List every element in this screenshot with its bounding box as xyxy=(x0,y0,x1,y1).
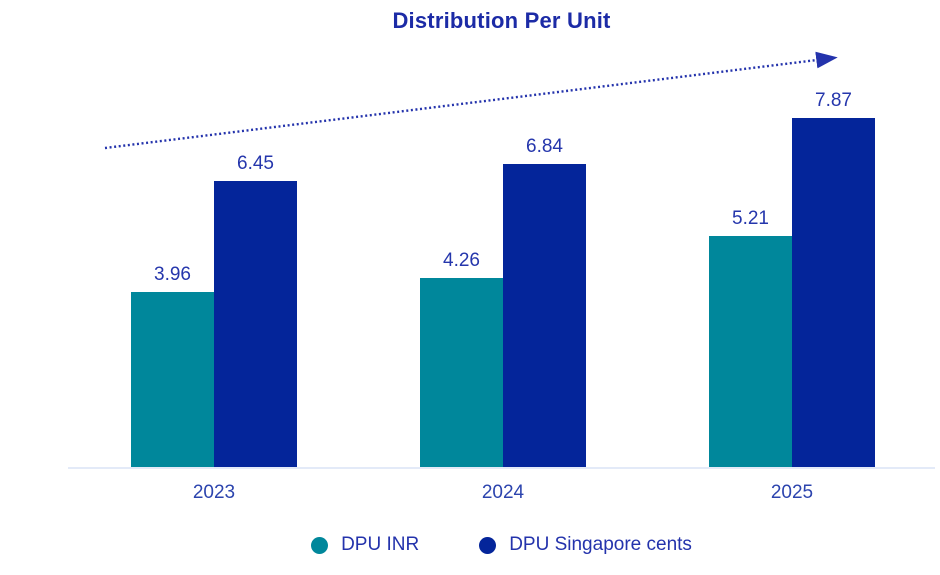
bar-value-label: 4.26 xyxy=(443,250,480,272)
x-axis-label-2023: 2023 xyxy=(192,482,236,503)
bar-rect xyxy=(214,181,297,468)
bar-rect xyxy=(792,117,875,468)
legend-dot-icon xyxy=(311,536,329,554)
bar-group-2023: 3.96 6.45 2023 xyxy=(131,153,297,503)
bar-group-2025: 5.21 7.87 2025 xyxy=(709,90,875,503)
bar-2023-series-1: 6.45 xyxy=(214,153,297,468)
plot-area: 3.96 6.45 2023 4.26 6.84 2024 5.21 7.87 2025 xyxy=(68,0,935,503)
chart-title: Distribution Per Unit xyxy=(392,8,611,33)
bar-value-label: 3.96 xyxy=(154,263,191,285)
x-axis-line xyxy=(68,467,935,469)
x-axis-label-2025: 2025 xyxy=(770,482,814,503)
bar-value-label: 6.84 xyxy=(526,135,563,157)
legend-item-1: DPU Singapore cents xyxy=(479,534,692,556)
legend-label: DPU INR xyxy=(341,534,420,555)
legend-label: DPU Singapore cents xyxy=(509,534,692,555)
bar-2023-series-0: 3.96 xyxy=(131,264,214,468)
bar-2025-series-1: 7.87 xyxy=(792,90,875,468)
bar-value-label: 7.87 xyxy=(815,89,852,111)
x-axis-label-2024: 2024 xyxy=(481,482,525,503)
bar-rect xyxy=(503,163,586,468)
bar-rect xyxy=(420,278,503,468)
legend-item-0: DPU INR xyxy=(311,534,419,556)
bar-value-label: 5.21 xyxy=(732,208,769,230)
legend: DPU INR DPU Singapore cents xyxy=(68,534,935,556)
bar-2024-series-0: 4.26 xyxy=(420,250,503,468)
bar-value-label: 6.45 xyxy=(237,153,274,174)
legend-dot-icon xyxy=(479,536,497,554)
bar-2024-series-1: 6.84 xyxy=(503,136,586,468)
bar-2025-series-0: 5.21 xyxy=(709,208,792,468)
bar-rect xyxy=(131,291,214,468)
bar-group-2024: 4.26 6.84 2024 xyxy=(420,136,586,503)
bar-rect xyxy=(709,236,792,468)
